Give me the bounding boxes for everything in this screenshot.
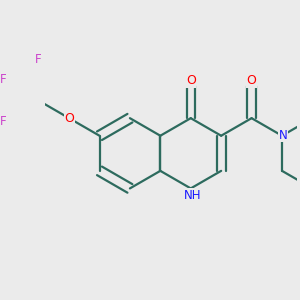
Text: O: O xyxy=(247,74,256,87)
Text: F: F xyxy=(0,74,6,86)
Text: O: O xyxy=(64,112,74,125)
Text: F: F xyxy=(0,115,6,128)
Text: NH: NH xyxy=(184,188,202,202)
Text: N: N xyxy=(279,129,287,142)
Text: O: O xyxy=(186,74,196,87)
Text: F: F xyxy=(35,53,42,66)
